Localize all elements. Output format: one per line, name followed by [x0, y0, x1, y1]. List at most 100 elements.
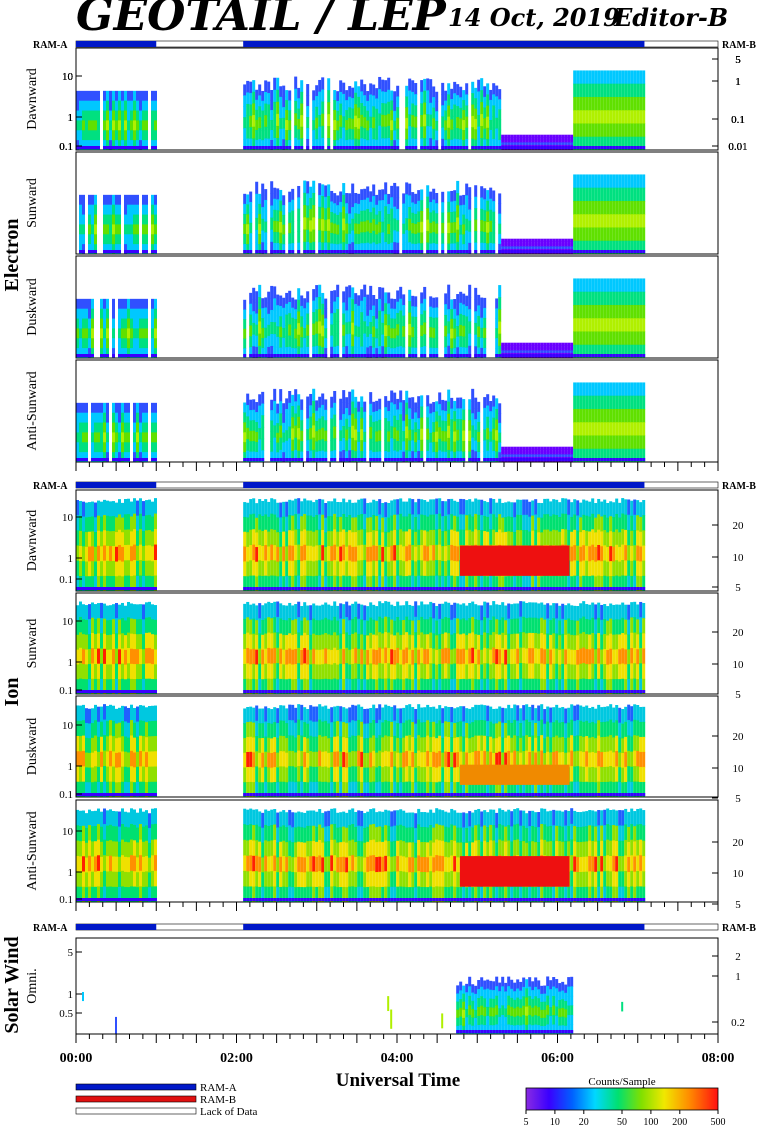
ram-segment-2-0 — [76, 924, 157, 930]
high-count-region-6 — [459, 764, 570, 785]
panel-name-6: Duskward — [25, 718, 40, 776]
left-tick-2-1: 1 — [68, 112, 74, 124]
panel-ion-duskward: Duskward 10 1 0.1 20 10 5 — [25, 695, 745, 805]
panel-frame-2 — [75, 255, 719, 359]
legend-label-ram-b: RAM-B — [200, 1094, 236, 1106]
left-tick-0-0: 10 — [62, 71, 74, 83]
x-axis-label: Universal Time — [336, 1070, 460, 1091]
left-tick-4-1: 1 — [68, 553, 74, 565]
ram-b-label-solar-wind: RAM-B — [722, 923, 756, 934]
colorbar-tick-4: 100 — [643, 1117, 658, 1128]
panel-electron-anti-sunward: Anti-Sunward 10 1 0.1 5 1 0.1 0.01 — [25, 54, 748, 463]
right-tick-3-0: 5 — [735, 54, 741, 66]
panel-frame-1 — [75, 151, 719, 255]
left-tick-3-2: 0.1 — [59, 141, 73, 153]
right-tick-0-3: 0.01 — [728, 141, 747, 153]
right-tick-2-3: 0.01 — [728, 141, 747, 153]
x-tick-label-4: 08:00 — [702, 1051, 735, 1066]
right-tick-1-3: 0.01 — [728, 141, 747, 153]
x-axis: 00:00 02:00 04:00 06:00 08:00 — [60, 462, 735, 1066]
left-tick-7-1: 1 — [68, 867, 74, 879]
legend-swatch-lack-of-data — [75, 1107, 197, 1115]
right-tick-2-0: 5 — [735, 54, 741, 66]
right-tick-3-2: 0.1 — [731, 114, 745, 126]
right-tick-5-0: 20 — [733, 627, 745, 639]
right-tick-8-2: 0.2 — [731, 1017, 745, 1029]
ram-b-label-electron: RAM-B — [722, 40, 756, 51]
spectrogram-2 — [76, 278, 646, 358]
colorbar-tick-2: 20 — [579, 1117, 589, 1128]
ram-a-label-solar-wind: RAM-A — [33, 923, 68, 934]
right-tick-7-1: 10 — [733, 868, 745, 880]
left-tick-6-2: 0.1 — [59, 789, 73, 801]
panel-electron-dawnward: Dawnward 10 1 0.1 5 1 0.1 0.01 — [25, 47, 748, 153]
legend-swatch-ram-b — [75, 1095, 197, 1103]
left-tick-4-2: 0.1 — [59, 574, 73, 586]
group-label-ion: Ion — [1, 678, 23, 707]
ram-a-label-ion: RAM-A — [33, 481, 68, 492]
ram-status-bars — [75, 40, 719, 931]
panel-frame-4 — [75, 489, 719, 592]
panel-name-3: Anti-Sunward — [25, 371, 40, 450]
left-tick-2-2: 0.1 — [59, 141, 73, 153]
legend-label-ram-a: RAM-A — [200, 1082, 237, 1094]
panel-electron-duskward: Duskward 10 1 0.1 5 1 0.1 0.01 — [25, 54, 748, 359]
spectrogram-6 — [76, 704, 646, 797]
left-tick-5-2: 0.1 — [59, 685, 73, 697]
ram-segment-1-1 — [243, 482, 645, 488]
high-count-region-4 — [459, 545, 570, 576]
left-tick-1-2: 0.1 — [59, 141, 73, 153]
panel-name-2: Duskward — [25, 278, 40, 336]
right-tick-2-2: 0.1 — [731, 114, 745, 126]
left-tick-6-1: 1 — [68, 761, 74, 773]
high-count-region-7 — [459, 856, 570, 887]
left-tick-5-1: 1 — [68, 657, 74, 669]
left-tick-0-2: 0.1 — [59, 141, 73, 153]
mode-legend: RAM-A RAM-B Lack of Data — [75, 1082, 258, 1118]
panel-ion-sunward: Sunward 10 1 0.1 20 10 5 — [25, 592, 745, 701]
colorbar-tick-0: 5 — [524, 1117, 529, 1128]
left-tick-7-2: 0.1 — [59, 894, 73, 906]
panel-name-0: Dawnward — [25, 68, 40, 129]
plot-date: 14 Oct, 2019 — [448, 3, 620, 32]
right-tick-7-0: 20 — [733, 837, 745, 849]
colorbar-tick-1: 10 — [550, 1117, 560, 1128]
right-tick-4-0: 20 — [733, 520, 745, 532]
right-tick-1-1: 1 — [735, 76, 741, 88]
x-tick-label-1: 02:00 — [220, 1051, 253, 1066]
panel-frame-8 — [75, 937, 719, 1035]
group-label-electron: Electron — [1, 219, 23, 292]
right-tick-6-1: 10 — [733, 763, 745, 775]
legend-swatch-ram-a — [75, 1083, 197, 1091]
spectrogram-0 — [76, 70, 646, 150]
colorbar-tick-3: 50 — [617, 1117, 627, 1128]
spectrogram-panels: Dawnward 10 1 0.1 5 1 0.1 0.01 Sunward 10 1 0.1 5 1 0.… — [25, 47, 748, 1035]
left-tick-1-1: 1 — [68, 112, 74, 124]
colorbar — [525, 1087, 719, 1111]
plot-editor: Editor-B — [613, 3, 728, 32]
panel-frame-5 — [75, 592, 719, 695]
right-tick-0-1: 1 — [735, 76, 741, 88]
left-tick-6-0: 10 — [62, 720, 74, 732]
ram-b-label-ion: RAM-B — [722, 481, 756, 492]
left-tick-8-0: 5 — [68, 947, 74, 959]
panel-ion-anti-sunward: Anti-Sunward 10 1 0.1 20 10 5 — [25, 799, 745, 911]
panel-name-1: Sunward — [25, 178, 40, 228]
panel-name-7: Anti-Sunward — [25, 811, 40, 890]
right-tick-6-0: 20 — [733, 731, 745, 743]
right-tick-4-1: 10 — [733, 552, 745, 564]
x-tick-label-0: 00:00 — [60, 1051, 93, 1066]
colorbar-ticks: 5 10 20 50 100 200 500 — [524, 1110, 726, 1128]
right-tick-1-2: 0.1 — [731, 114, 745, 126]
left-tick-4-0: 10 — [62, 512, 74, 524]
ram-segment-0-0 — [76, 41, 157, 47]
right-tick-3-1: 1 — [735, 76, 741, 88]
spectrogram-1 — [79, 174, 646, 254]
panel-name-5: Sunward — [25, 619, 40, 669]
x-tick-label-3: 06:00 — [541, 1051, 574, 1066]
colorbar-tick-6: 500 — [711, 1117, 726, 1128]
ram-segment-1-0 — [76, 482, 157, 488]
group-label-solar-wind: Solar Wind — [1, 936, 23, 1033]
panel-frame-0 — [75, 47, 719, 151]
right-tick-0-2: 0.1 — [731, 114, 745, 126]
